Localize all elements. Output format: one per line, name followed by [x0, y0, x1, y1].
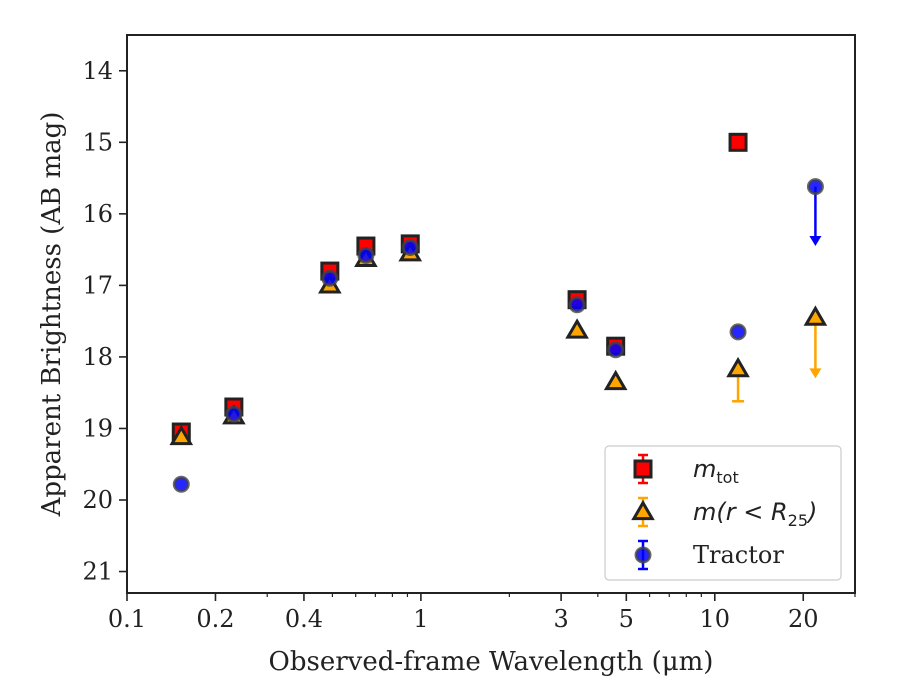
data-point: [806, 178, 824, 196]
data-point: [401, 238, 419, 256]
upper-limit-arrow-head: [809, 236, 822, 247]
data-point: [603, 369, 628, 391]
x-tick-label: 0.4: [285, 605, 323, 633]
legend-marker: [633, 459, 653, 479]
series-m-r-lt-r25: [169, 241, 828, 446]
x-tick-label: 3: [553, 605, 568, 633]
y-tick-label: 21: [82, 558, 113, 586]
legend-label: m(r < R25): [693, 498, 817, 530]
chart-axes: 0.1 0.2 0.4 1 3 5 10 20 14 15 16 17 18 19 20 21: [82, 57, 856, 633]
x-tick-label: 0.1: [108, 605, 146, 633]
data-point: [321, 269, 339, 287]
data-point: [803, 305, 828, 326]
legend-marker: [634, 546, 652, 564]
series-m-tot: [171, 132, 748, 442]
legend-label: mtot: [693, 455, 739, 487]
data-point: [729, 323, 747, 341]
x-tick-label: 0.2: [196, 605, 234, 633]
x-tick-label: 5: [619, 605, 634, 633]
series-tractor: [172, 178, 824, 493]
data-point: [568, 296, 586, 314]
legend: mtot m(r < R25) Tractor: [604, 445, 842, 581]
legend-marker: [631, 499, 655, 521]
data-point: [607, 341, 625, 359]
y-tick-label: 19: [82, 414, 113, 442]
x-tick-label: 1: [413, 605, 428, 633]
data-point: [726, 356, 750, 378]
upper-limit-arrow-head: [809, 368, 822, 379]
y-axis-label: Apparent Brightness (AB mag): [37, 112, 67, 518]
legend-label: Tractor: [693, 541, 784, 569]
data-point: [172, 475, 190, 493]
data-point: [357, 246, 375, 264]
x-axis-label: Observed-frame Wavelength (μm): [269, 647, 714, 677]
data-point: [225, 405, 243, 423]
y-tick-label: 17: [82, 271, 113, 299]
x-tick-label: 10: [700, 605, 731, 633]
data-point: [169, 424, 194, 446]
y-tick-label: 20: [82, 486, 113, 514]
chart-marks: [169, 132, 828, 493]
legend-box: [604, 445, 842, 581]
data-point: [565, 318, 589, 339]
y-tick-label: 14: [82, 57, 113, 85]
x-tick-label: 20: [788, 605, 819, 633]
data-point: [728, 132, 748, 152]
y-tick-label: 18: [82, 343, 113, 371]
y-tick-label: 15: [82, 128, 113, 156]
y-tick-label: 16: [82, 200, 113, 228]
plot-frame: [126, 34, 856, 594]
